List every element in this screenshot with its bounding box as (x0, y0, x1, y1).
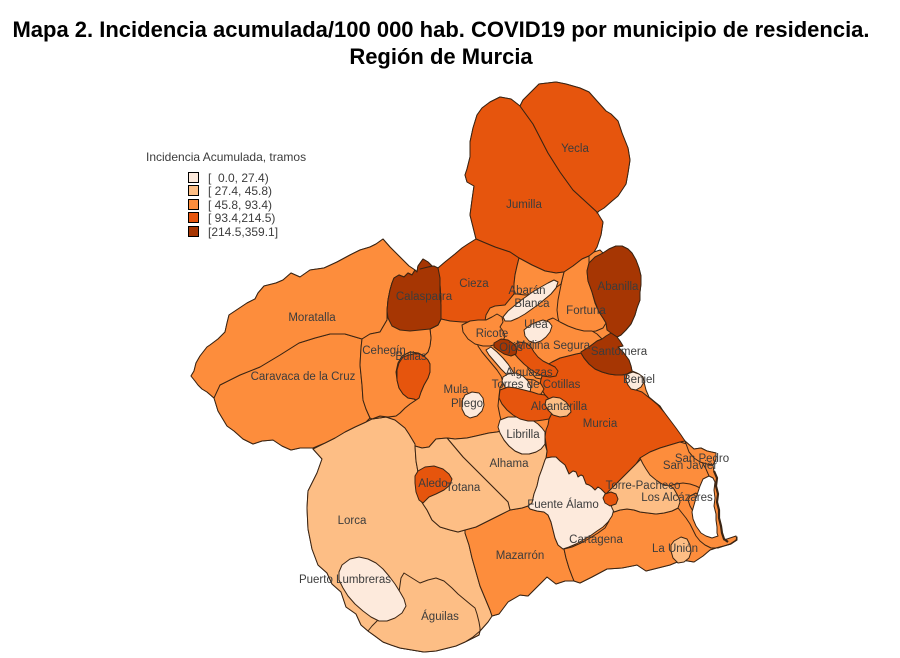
svg-text:Águilas: Águilas (421, 610, 459, 623)
svg-text:Totana: Totana (446, 482, 481, 494)
svg-text:Alhama: Alhama (490, 458, 530, 470)
svg-text:Yecla: Yecla (561, 143, 589, 155)
svg-text:Librilla: Librilla (506, 429, 540, 441)
svg-text:Santomera: Santomera (591, 346, 648, 358)
svg-text:Ojós: Ojós (499, 342, 523, 354)
svg-text:Abarán: Abarán (508, 285, 545, 297)
svg-text:Blanca: Blanca (514, 298, 550, 310)
svg-text:Cieza: Cieza (459, 278, 489, 290)
svg-text:Pliego: Pliego (451, 398, 483, 410)
svg-text:Ricote: Ricote (476, 328, 509, 340)
svg-text:Fortuna: Fortuna (566, 305, 606, 317)
svg-text:Puerto Lumbreras: Puerto Lumbreras (299, 574, 391, 586)
svg-text:Aledo: Aledo (418, 478, 447, 490)
svg-text:Lorca: Lorca (338, 515, 367, 527)
svg-text:Torres de Cotillas: Torres de Cotillas (492, 379, 581, 391)
svg-text:Murcia: Murcia (583, 418, 618, 430)
svg-text:Jumilla: Jumilla (506, 199, 542, 211)
svg-text:Cartagena: Cartagena (569, 534, 623, 546)
svg-text:Cehegín: Cehegín (362, 345, 405, 357)
svg-text:Abanilla: Abanilla (598, 281, 640, 293)
svg-text:San Javier: San Javier (663, 460, 718, 472)
svg-text:Torre-Pacheco: Torre-Pacheco (606, 480, 681, 492)
svg-text:Ulea: Ulea (524, 319, 548, 331)
svg-text:Mazarrón: Mazarrón (496, 550, 545, 562)
svg-text:La Unión: La Unión (652, 543, 698, 555)
svg-text:Beniel: Beniel (623, 374, 655, 386)
svg-text:Bullas: Bullas (395, 351, 427, 363)
svg-text:Caravaca de la Cruz: Caravaca de la Cruz (251, 371, 356, 383)
svg-text:Alguazas: Alguazas (505, 367, 553, 379)
svg-text:San Pedro: San Pedro (675, 453, 729, 465)
svg-text:Fuente Álamo: Fuente Álamo (527, 498, 599, 511)
svg-text:Molina Segura: Molina Segura (516, 340, 591, 352)
svg-text:Los Alcázares: Los Alcázares (641, 492, 713, 504)
svg-text:Calasparra: Calasparra (396, 291, 453, 303)
svg-text:Mula: Mula (444, 384, 470, 396)
svg-text:Moratalla: Moratalla (288, 312, 336, 324)
svg-text:Alcantarilla: Alcantarilla (531, 401, 588, 413)
